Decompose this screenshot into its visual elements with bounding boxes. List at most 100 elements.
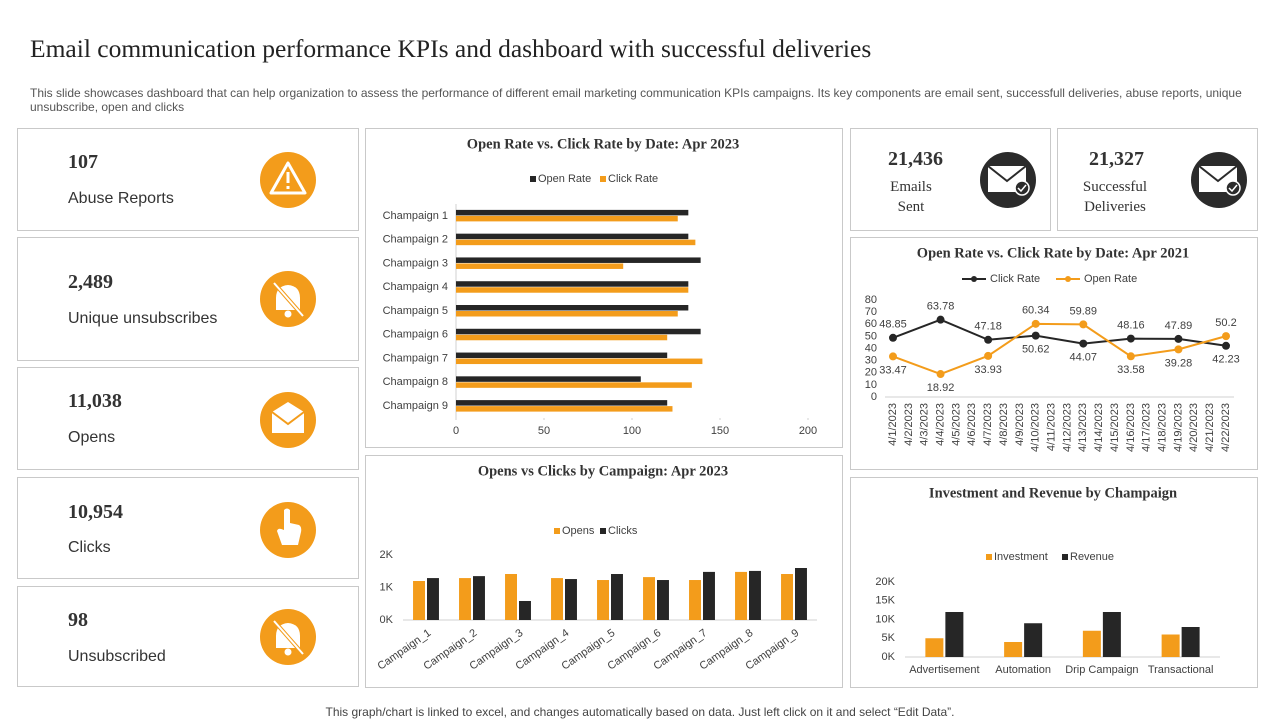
bar	[689, 580, 701, 620]
x-tick-label: 4/20/2023	[1188, 403, 1200, 452]
bar	[1102, 612, 1121, 657]
icon-unsubscribe	[260, 271, 316, 327]
data-label: 63.78	[927, 301, 955, 313]
bar	[925, 638, 944, 657]
y-tick-label: 60	[865, 318, 877, 330]
bar	[1004, 642, 1023, 657]
x-tick-label: 4/18/2023	[1156, 403, 1168, 452]
legend-swatch	[1062, 554, 1068, 560]
chart-title: Open Rate vs. Click Rate by Date: Apr 20…	[467, 136, 739, 152]
kpi-label: Abuse Reports	[68, 190, 174, 207]
bar	[459, 578, 471, 620]
y-tick-label: 80	[865, 294, 877, 306]
bar	[473, 576, 485, 620]
legend-marker	[1065, 276, 1071, 282]
y-tick-label: 20	[865, 367, 877, 379]
legend-label: Open Rate	[538, 173, 591, 185]
point	[1079, 320, 1088, 329]
bar	[945, 612, 964, 657]
y-tick-label: 0K	[882, 651, 896, 663]
bar	[456, 263, 624, 269]
data-label: 59.89	[1070, 305, 1098, 317]
kpi-value: 2,489	[68, 271, 113, 293]
bar	[456, 328, 701, 335]
y-tick-label: Champaign 6	[383, 329, 448, 341]
kpi-label: Opens	[68, 429, 116, 446]
x-tick-label: 4/4/2023	[934, 403, 946, 446]
x-tick-label: 4/16/2023	[1125, 403, 1137, 452]
legend-swatch	[986, 554, 992, 560]
description: This slide showcases dashboard that can …	[30, 86, 1242, 114]
y-tick-label: 0	[871, 391, 877, 403]
kpi-label: Unique unsubscribes	[68, 310, 218, 327]
bar	[505, 574, 517, 620]
y-tick-label: Champaign 3	[383, 257, 448, 269]
bar	[456, 352, 668, 359]
legend-label: Opens	[562, 525, 595, 537]
x-tick-label: 150	[711, 425, 729, 437]
kpi-value: 107	[68, 151, 98, 173]
bar	[1082, 630, 1101, 657]
point	[936, 370, 945, 379]
bar	[611, 574, 623, 620]
y-tick-label: Champaign 4	[383, 281, 448, 293]
legend-swatch	[600, 528, 606, 534]
x-tick-label: 0	[453, 425, 459, 437]
x-tick-label: 4/11/2023	[1045, 403, 1057, 451]
bar	[456, 287, 689, 293]
x-tick-label: 4/5/2023	[950, 403, 962, 446]
point	[889, 352, 897, 361]
x-tick-label: 4/17/2023	[1141, 403, 1153, 452]
x-tick-label: 4/12/2023	[1061, 403, 1073, 452]
legend-label: Click Rate	[608, 173, 658, 185]
kpi-value: 21,327	[1089, 148, 1144, 170]
bar	[781, 574, 793, 620]
data-label: 50.62	[1022, 344, 1050, 356]
panel	[850, 237, 1258, 470]
x-tick-label: 4/8/2023	[998, 403, 1010, 446]
bar	[643, 577, 655, 620]
bar	[456, 209, 689, 216]
bar	[456, 215, 678, 222]
y-tick-label: 50	[865, 330, 877, 342]
data-label: 44.07	[1070, 351, 1098, 363]
bar	[1161, 634, 1180, 657]
y-tick-label: 10	[865, 379, 877, 391]
kpi-value: 10,954	[68, 501, 123, 523]
y-tick-label: 20K	[875, 576, 895, 588]
point	[1079, 339, 1088, 348]
icon-unsubscribed	[260, 609, 316, 665]
y-tick-label: 5K	[882, 632, 896, 644]
data-label: 47.18	[974, 321, 1002, 333]
data-label: 39.28	[1165, 357, 1193, 369]
x-tick-label: 4/13/2023	[1077, 403, 1089, 452]
point	[1222, 341, 1230, 350]
x-tick-label: 4/21/2023	[1204, 403, 1216, 452]
bar	[703, 571, 715, 620]
point	[1031, 331, 1040, 340]
x-tick-label: 4/10/2023	[1030, 403, 1042, 452]
point	[1126, 334, 1135, 343]
data-label: 47.89	[1165, 320, 1193, 332]
bar	[456, 305, 689, 311]
x-tick-label: 100	[623, 425, 641, 437]
y-tick-label: 30	[865, 355, 877, 367]
y-tick-label: Champaign 8	[383, 376, 448, 388]
x-tick-label: 4/3/2023	[919, 403, 931, 446]
x-tick-label: 4/1/2023	[887, 403, 899, 446]
panel	[365, 455, 843, 688]
x-tick-label: Automation	[995, 664, 1051, 676]
data-label: 48.16	[1117, 320, 1145, 332]
legend-swatch	[600, 176, 606, 182]
kpi-label: Unsubscribed	[68, 648, 166, 665]
data-label: 48.85	[879, 319, 907, 331]
icon-abuse	[260, 152, 316, 208]
bar	[456, 382, 692, 388]
series-line	[892, 322, 1227, 376]
data-label: 33.58	[1117, 364, 1145, 376]
kpi-label: Clicks	[68, 539, 111, 556]
point	[1174, 334, 1183, 343]
x-tick-label: Transactional	[1148, 664, 1214, 676]
kpi-value: 98	[68, 609, 88, 631]
